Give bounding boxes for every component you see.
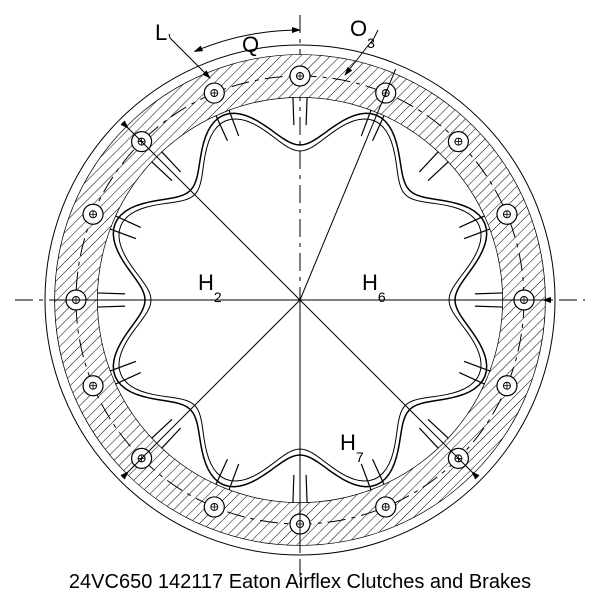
rib (419, 152, 438, 172)
caption-text: 24VC650 142117 Eaton Airflex Clutches an… (0, 571, 600, 594)
rib (293, 97, 294, 125)
rib (475, 306, 503, 307)
rib (475, 293, 503, 294)
rib (428, 419, 448, 438)
rib (306, 97, 307, 125)
leader-L (170, 38, 210, 78)
label-L: L (155, 20, 167, 45)
rib (428, 162, 448, 181)
rib (162, 152, 181, 172)
rib (152, 419, 172, 438)
radial-line (123, 300, 300, 477)
diagram-container: { "caption": "24VC650 142117 Eaton Airfl… (0, 0, 600, 600)
rib (419, 428, 438, 448)
rib (293, 475, 294, 503)
rib (306, 475, 307, 503)
label-O3: O3 (350, 16, 375, 51)
rib (152, 162, 172, 181)
rib (97, 293, 125, 294)
radial-line (300, 69, 396, 300)
label-H7: H7 (340, 430, 364, 465)
rib (162, 428, 181, 448)
rib (97, 306, 125, 307)
radial-line (300, 300, 477, 477)
label-Q: Q (242, 32, 259, 57)
clutch-diagram: LQO3H2H6H7 (0, 0, 600, 600)
